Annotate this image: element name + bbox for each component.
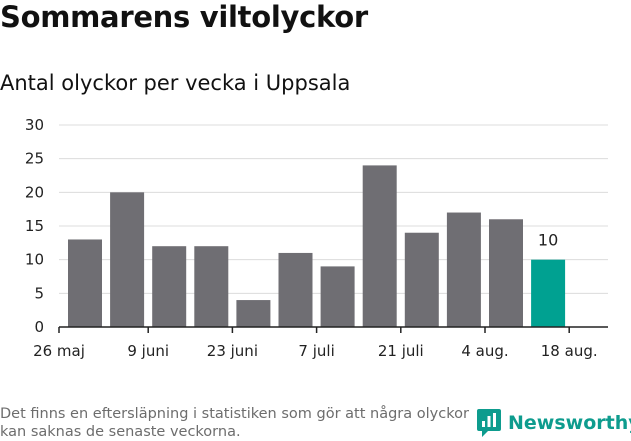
- bar: [152, 246, 187, 327]
- y-tick-label: 0: [34, 318, 44, 336]
- x-tick-label: 18 aug.: [541, 342, 598, 360]
- y-tick-label: 30: [25, 116, 44, 134]
- y-tick-label: 25: [25, 150, 44, 168]
- x-tick-label: 26 maj: [33, 342, 85, 360]
- newsworthy-logo-icon: [477, 409, 501, 437]
- footnote: Det finns en eftersläpning i statistiken…: [0, 406, 469, 440]
- bar: [320, 266, 355, 327]
- y-tick-label: 20: [25, 183, 44, 201]
- bar: [404, 232, 439, 327]
- bar: [236, 300, 271, 327]
- data-label: 10: [538, 231, 558, 250]
- brand: Newsworthy: [476, 408, 631, 438]
- y-tick-label: 15: [25, 217, 44, 235]
- bar-chart: 0 5 10 15 20 25 30 10 26 maj 9 juni 23 juni 7 juli 2…: [25, 116, 608, 360]
- bar: [362, 165, 397, 327]
- bar: [446, 212, 481, 327]
- bar: [68, 239, 102, 327]
- y-tick-label: 10: [25, 251, 44, 269]
- bar: [278, 252, 313, 327]
- x-tick-label: 7 juli: [298, 342, 334, 360]
- x-tick-label: 23 juni: [207, 342, 258, 360]
- chart-subtitle: Antal olyckor per vecka i Uppsala: [0, 71, 351, 95]
- x-tick-label: 4 aug.: [461, 342, 508, 360]
- x-tick-label: 9 juni: [127, 342, 169, 360]
- brand-name: Newsworthy: [508, 412, 631, 434]
- bar-highlight: [531, 259, 566, 327]
- y-tick-label: 5: [34, 284, 44, 302]
- bar: [194, 246, 229, 327]
- chart-title: Sommarens viltolyckor: [0, 0, 368, 34]
- bar: [489, 219, 523, 327]
- x-tick-label: 21 juli: [378, 342, 424, 360]
- bar: [110, 192, 145, 327]
